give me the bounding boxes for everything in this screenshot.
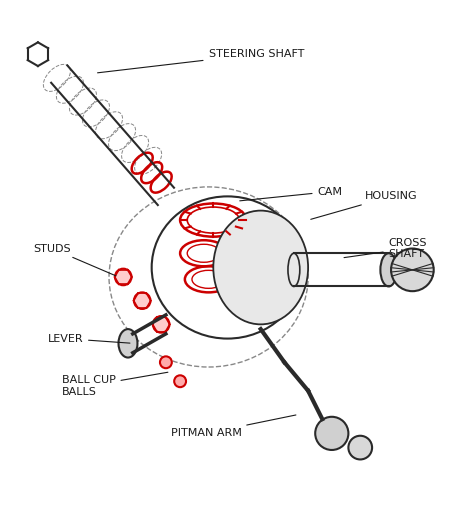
Ellipse shape [115, 269, 131, 285]
Text: CROSS
SHAFT: CROSS SHAFT [344, 238, 427, 260]
Ellipse shape [153, 316, 170, 333]
Ellipse shape [315, 417, 348, 450]
Ellipse shape [380, 253, 397, 286]
Text: STUDS: STUDS [33, 244, 116, 276]
Ellipse shape [118, 329, 137, 358]
Text: PITMAN ARM: PITMAN ARM [171, 415, 296, 439]
Ellipse shape [174, 375, 186, 387]
Ellipse shape [391, 249, 434, 291]
Ellipse shape [348, 436, 372, 459]
Text: LEVER: LEVER [47, 333, 130, 344]
Text: HOUSING: HOUSING [311, 191, 418, 219]
Text: CAM: CAM [240, 187, 343, 201]
Ellipse shape [213, 211, 308, 325]
Ellipse shape [160, 357, 172, 368]
Text: BALL CUP
BALLS: BALL CUP BALLS [62, 372, 168, 397]
Text: STEERING SHAFT: STEERING SHAFT [98, 49, 304, 73]
Ellipse shape [134, 293, 150, 309]
